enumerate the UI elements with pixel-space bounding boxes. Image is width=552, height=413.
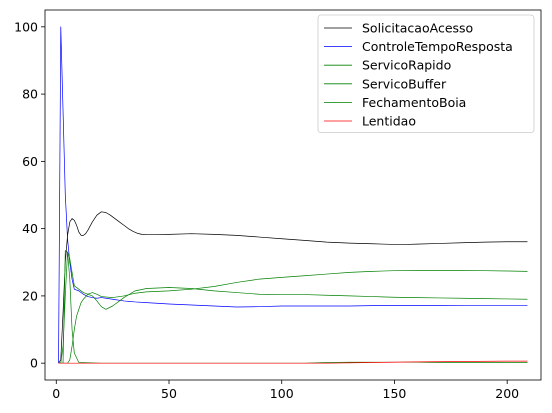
y-tick-label: 100 [14,19,38,34]
x-tick-label: 150 [383,386,407,401]
y-tick-label: 60 [22,154,38,169]
legend-label: ControleTempoResposta [362,39,513,54]
series-line-servicorapido [58,251,528,364]
y-tick-label: 20 [22,288,38,303]
y-tick-label: 40 [22,221,38,236]
series-line-lentidao [58,360,528,364]
y-tick-label: 80 [22,87,38,102]
series-line-fechamentoboia [58,250,528,364]
x-axis-ticks: 0 50 100 150 200 [52,380,519,401]
x-tick-label: 0 [52,386,60,401]
series-line-solicitacaoacesso [58,211,528,364]
legend-label: SolicitacaoAcesso [362,21,473,36]
legend-label: Lentidao [362,114,416,129]
series-line-servicobuffer [58,270,528,364]
x-tick-label: 50 [161,386,177,401]
y-tick-label: 0 [30,356,38,371]
legend-label: ServicoBuffer [362,76,447,91]
legend-label: ServicoRapido [362,58,451,73]
plot-area-frame [44,9,542,381]
legend: SolicitacaoAcesso ControleTempoResposta Se… [317,14,535,133]
series-layer [58,26,528,364]
x-tick-label: 100 [270,386,294,401]
legend-box [317,14,535,133]
x-tick-label: 200 [495,386,519,401]
legend-label: FechamentoBoia [362,95,466,110]
y-axis-ticks: 0 20 40 60 80 100 [14,19,45,371]
series-line-controletemporesposta [58,26,528,364]
